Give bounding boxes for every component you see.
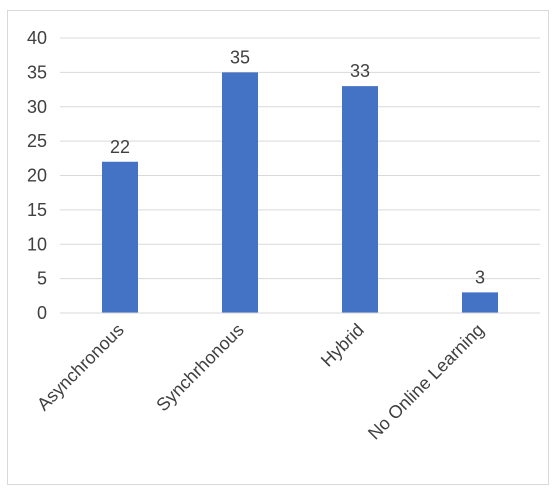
y-axis-tick-labels: 0 5 10 15 20 25 30 35 40	[27, 28, 47, 323]
y-tick-label: 20	[27, 166, 47, 186]
x-tick-label: Synchrhonous	[152, 320, 248, 416]
bars	[102, 72, 498, 313]
data-label: 35	[230, 47, 250, 67]
bar	[102, 161, 138, 313]
x-tick-label: No Online Learning	[364, 320, 488, 444]
data-label: 3	[475, 267, 485, 287]
y-tick-label: 15	[27, 200, 47, 220]
bar	[462, 292, 498, 313]
y-tick-label: 40	[27, 28, 47, 48]
gridlines	[60, 37, 540, 280]
data-label: 33	[350, 61, 370, 81]
y-tick-label: 35	[27, 62, 47, 82]
chart-frame	[7, 10, 549, 485]
y-tick-label: 30	[27, 97, 47, 117]
y-tick-label: 25	[27, 131, 47, 151]
y-tick-label: 0	[37, 303, 47, 323]
y-tick-label: 5	[37, 269, 47, 289]
bar	[342, 86, 378, 313]
bar	[222, 72, 258, 313]
data-label: 22	[110, 137, 130, 157]
x-tick-label: Asynchronous	[33, 320, 128, 415]
x-tick-label: Hybrid	[317, 320, 368, 371]
y-tick-label: 10	[27, 234, 47, 254]
